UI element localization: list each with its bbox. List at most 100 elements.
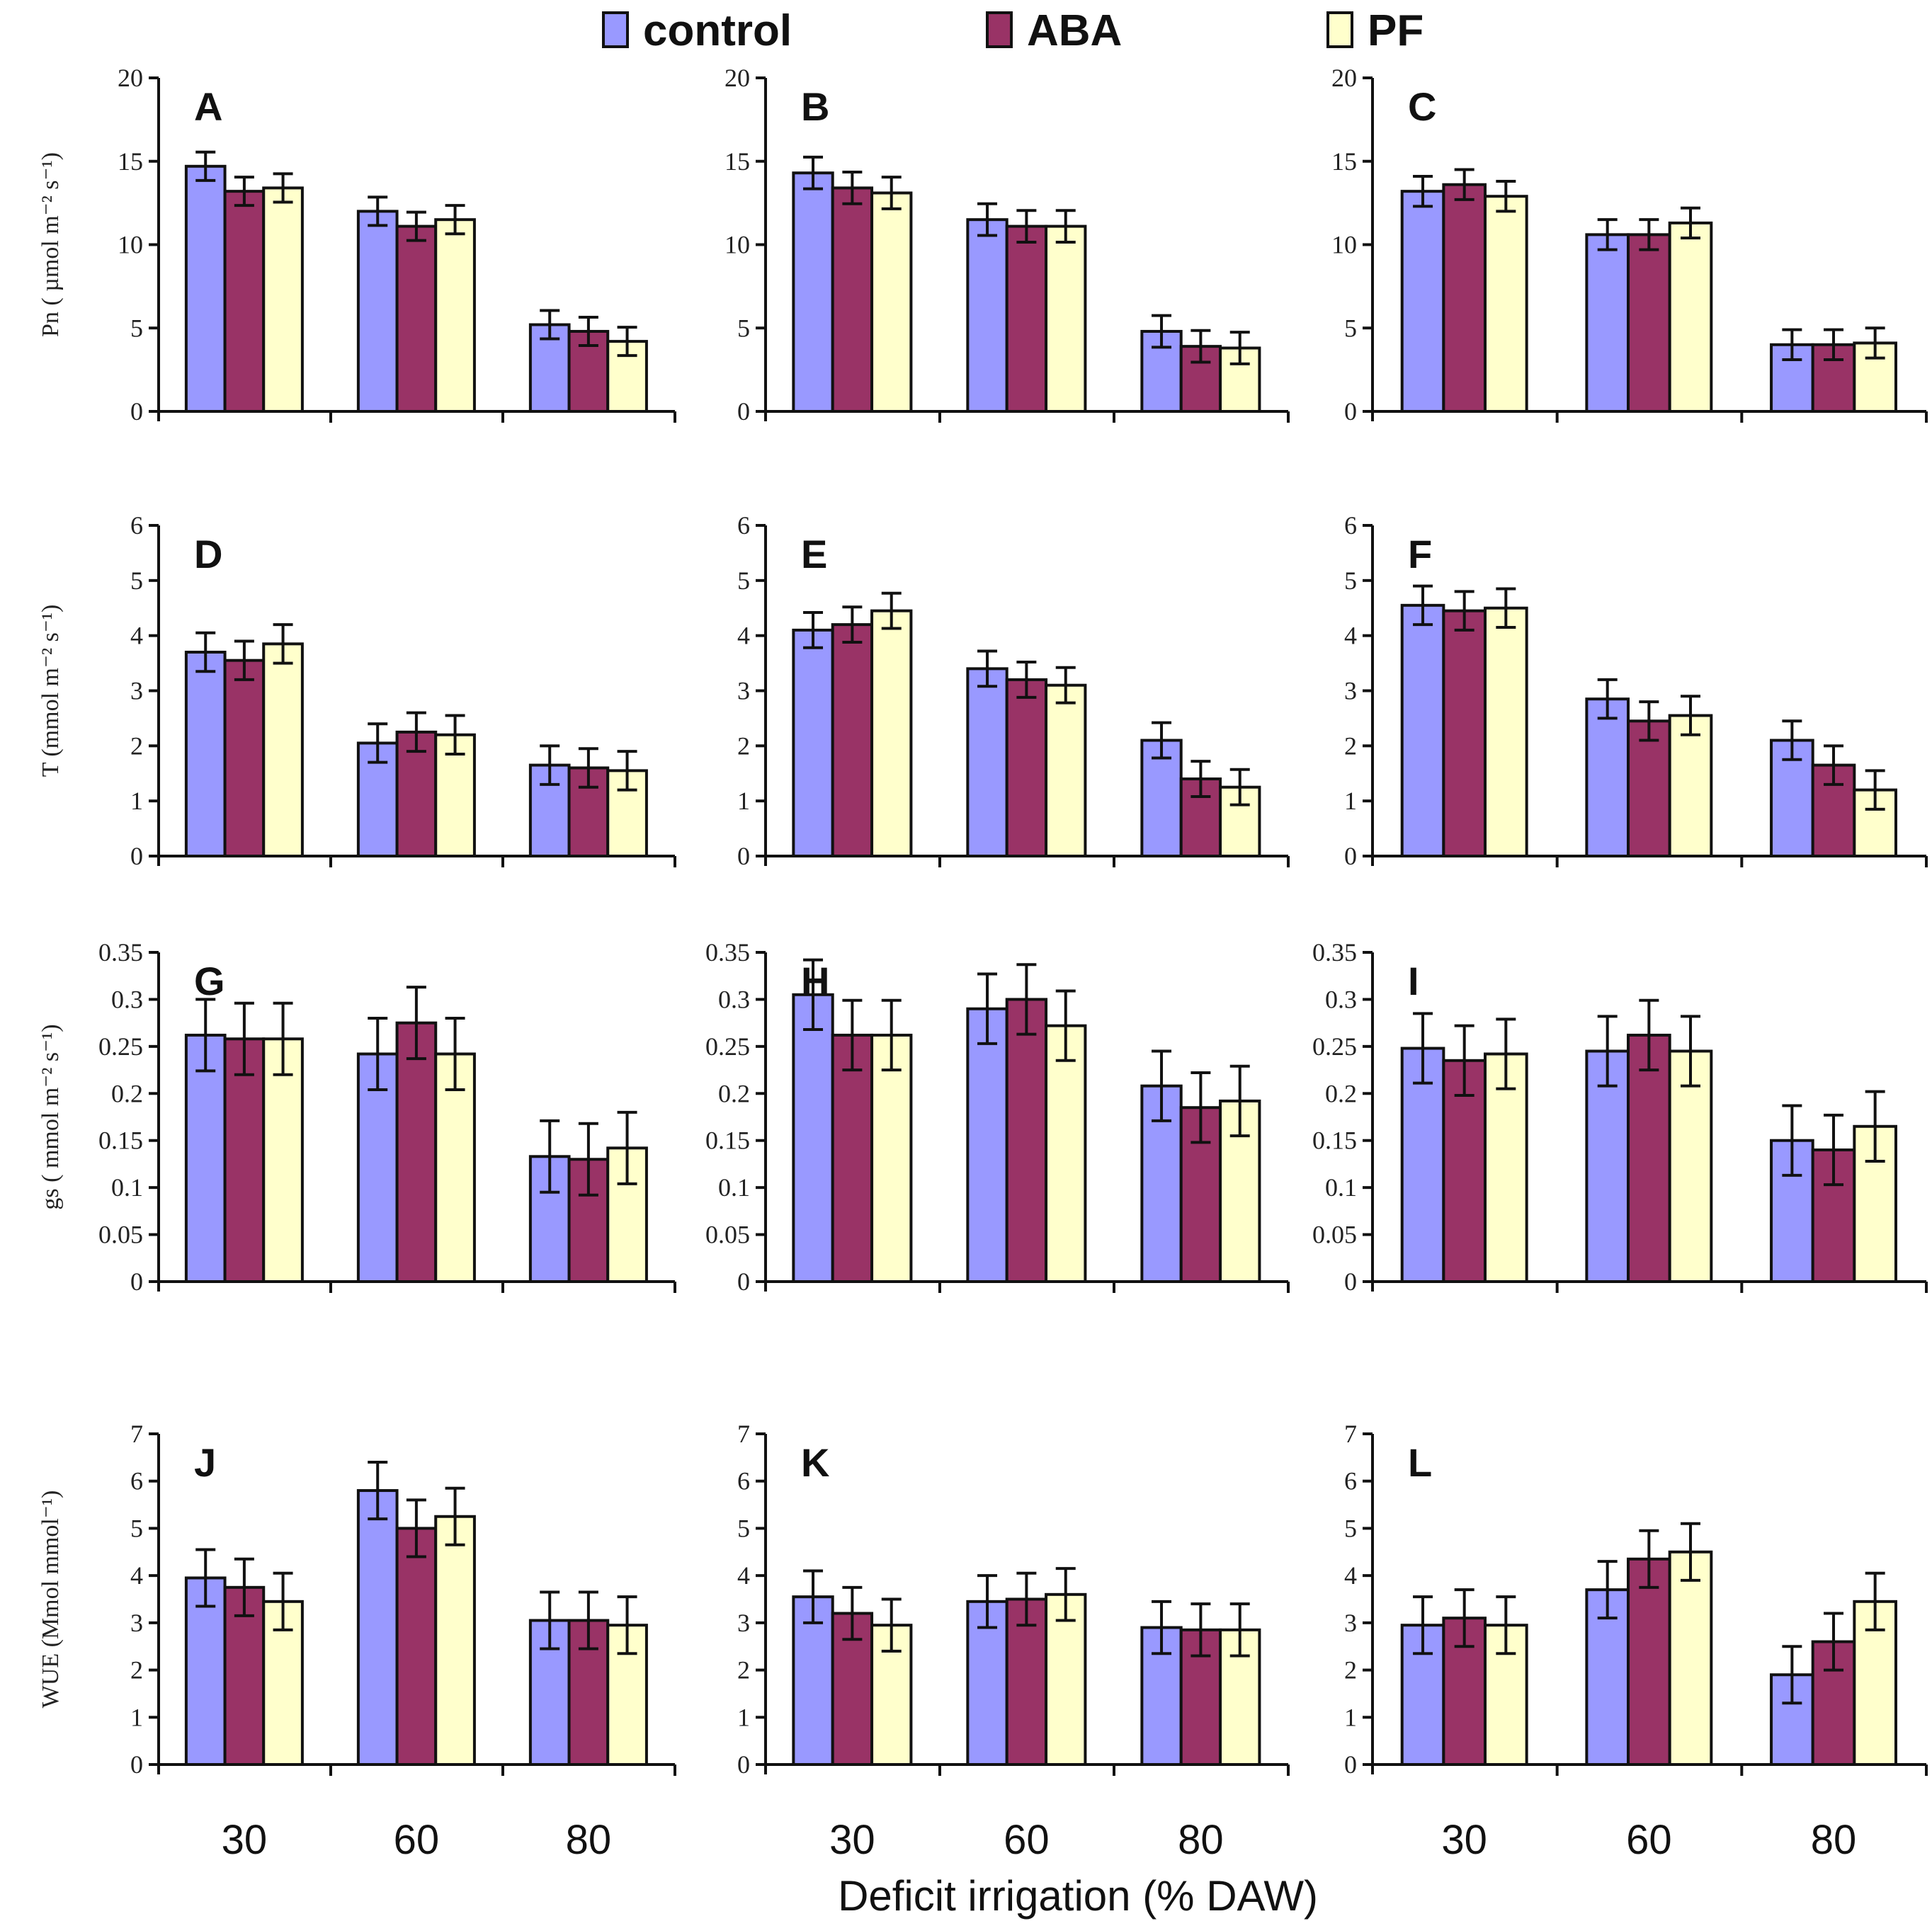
panel-g-bar-30-aba	[223, 1037, 266, 1283]
panel-l-y-tick-label: 7	[1344, 1420, 1357, 1448]
panel-b-bar-30-pf	[870, 191, 913, 413]
panel-f-y-tick-label: 2	[1344, 731, 1357, 760]
panel-e-y-tick-label: 6	[737, 511, 750, 540]
panel-h-bar-30-pf	[870, 1033, 913, 1284]
panel-h-y-tick-label: 0.15	[705, 1127, 750, 1155]
panel-e-bar-60-control	[966, 667, 1008, 857]
panel-g-y-tick-label: 0.25	[98, 1032, 143, 1061]
panel-e-bar-30-control	[792, 628, 834, 858]
panel-k-label: K	[801, 1440, 829, 1485]
panel-i-label: I	[1408, 959, 1419, 1003]
panel-e-y-tick-label: 4	[737, 622, 750, 650]
legend-swatch-control	[602, 11, 629, 48]
panel-c-y-tick-label: 5	[1344, 314, 1357, 342]
panel-h-y-tick-label: 0.05	[705, 1221, 750, 1249]
panel-e-y-tick-label: 0	[737, 842, 750, 870]
panel-k-y-tick-label: 7	[737, 1420, 750, 1448]
panel-f-label: F	[1408, 532, 1432, 576]
panel-j-bar-30-control	[184, 1576, 227, 1766]
panel-e-y-tick-label: 3	[737, 677, 750, 705]
panel-i-bar-60-aba	[1627, 1033, 1671, 1284]
panel-f-y-tick-label: 3	[1344, 677, 1357, 705]
panel-a-y-tick-label: 5	[130, 314, 143, 342]
panel-f-y-tick-label: 6	[1344, 511, 1357, 540]
panel-k-y-tick-label: 3	[737, 1609, 750, 1637]
panel-f-y-tick-label: 5	[1344, 566, 1357, 595]
panel-k-y-tick-label: 4	[737, 1561, 750, 1590]
panel-d-y-tick-label: 6	[130, 511, 143, 540]
panel-h-y-tick-label: 0	[737, 1267, 750, 1296]
panel-f-y-tick-label: 0	[1344, 842, 1357, 870]
panel-a-bar-60-pf	[434, 218, 476, 413]
panel-d-bar-30-pf	[262, 642, 304, 857]
panel-g-bar-30-control	[184, 1033, 227, 1284]
panel-l-bar-60-pf	[1668, 1550, 1713, 1766]
panel-h-bar-60-control	[966, 1007, 1008, 1283]
panel-a-bar-30-pf	[262, 186, 304, 413]
panel-c-bar-30-control	[1400, 190, 1445, 413]
panel-f-bar-30-pf	[1484, 606, 1528, 857]
panel-h-y-tick-label: 0.25	[705, 1032, 750, 1061]
panel-l-y-tick-label: 6	[1344, 1467, 1357, 1495]
panel-k-y-tick-label: 6	[737, 1467, 750, 1495]
panel-b-bar-60-aba	[1005, 224, 1048, 413]
legend-label-aba: ABA	[1027, 6, 1122, 55]
panel-j-bar-60-aba	[395, 1527, 438, 1766]
panel-g-y-tick-label: 0.15	[98, 1127, 143, 1155]
panel-l-label: L	[1408, 1440, 1432, 1485]
panel-b-bar-60-control	[966, 218, 1008, 413]
panel-i-y-tick-label: 0.05	[1312, 1221, 1357, 1249]
panel-k-bar-60-aba	[1005, 1597, 1048, 1766]
panel-j-bar-60-control	[356, 1489, 399, 1766]
panel-l-y-tick-label: 3	[1344, 1609, 1357, 1637]
legend-swatch-pf	[1326, 11, 1353, 48]
panel-h-bar-60-aba	[1005, 998, 1048, 1284]
panel-b-y-tick-label: 15	[724, 147, 750, 176]
panel-c-y-tick-label: 0	[1344, 397, 1357, 426]
panel-j-y-tick-label: 4	[130, 1561, 143, 1590]
panel-i-bar-30-pf	[1484, 1052, 1528, 1283]
panel-d-y-tick-label: 0	[130, 842, 143, 870]
panel-j-y-tick-label: 5	[130, 1514, 143, 1542]
x-axis-title: Deficit irrigation (% DAW)	[838, 1872, 1318, 1920]
panel-d-bar-30-aba	[223, 659, 266, 857]
y-axis-label-row-4: WUE (Mmol mmol⁻¹)	[38, 1490, 64, 1709]
panel-b-bar-60-pf	[1045, 224, 1087, 413]
panel-d-y-tick-label: 2	[130, 731, 143, 760]
panel-d-y-tick-label: 3	[130, 677, 143, 705]
panel-k-y-tick-label: 2	[737, 1656, 750, 1685]
panel-b-y-tick-label: 10	[724, 231, 750, 259]
panel-i-y-tick-label: 0.2	[1325, 1079, 1357, 1107]
panel-l-bar-60-aba	[1627, 1557, 1671, 1767]
panel-j-y-tick-label: 0	[130, 1750, 143, 1779]
panel-l-category-label: 30	[1441, 1817, 1487, 1863]
panel-k-category-label: 80	[1178, 1817, 1224, 1863]
panel-e-bar-30-pf	[870, 609, 913, 857]
panel-c-bar-30-aba	[1442, 183, 1487, 413]
panel-e-bar-60-aba	[1005, 678, 1048, 858]
panel-b-y-tick-label: 0	[737, 397, 750, 426]
panel-j-label: J	[194, 1440, 216, 1485]
panel-b-bar-30-aba	[831, 186, 874, 413]
panel-a-bar-80-pf	[606, 340, 648, 413]
panel-g-bar-60-aba	[395, 1021, 438, 1283]
panel-e-bar-30-aba	[831, 623, 874, 857]
panel-a-bar-30-control	[184, 164, 227, 413]
panel-e-bar-60-pf	[1045, 683, 1087, 858]
panel-h-bar-60-pf	[1045, 1024, 1087, 1283]
panel-g-y-tick-label: 0.1	[111, 1173, 143, 1202]
panel-j-y-tick-label: 3	[130, 1609, 143, 1637]
panel-k-y-tick-label: 5	[737, 1514, 750, 1542]
panel-c-bar-60-aba	[1627, 233, 1671, 413]
panel-c-label: C	[1408, 84, 1436, 129]
panel-d-y-tick-label: 1	[130, 787, 143, 815]
panel-a-y-tick-label: 15	[118, 147, 143, 176]
panel-e-y-tick-label: 2	[737, 731, 750, 760]
y-axis-label-row-2: T (mmol m⁻² s⁻¹)	[38, 605, 64, 777]
panel-j-y-tick-label: 1	[130, 1703, 143, 1731]
panel-i-bar-60-control	[1585, 1049, 1630, 1283]
panel-a-y-tick-label: 20	[118, 64, 143, 92]
panel-i-y-tick-label: 0.25	[1312, 1032, 1357, 1061]
panel-k-category-label: 30	[829, 1817, 875, 1863]
